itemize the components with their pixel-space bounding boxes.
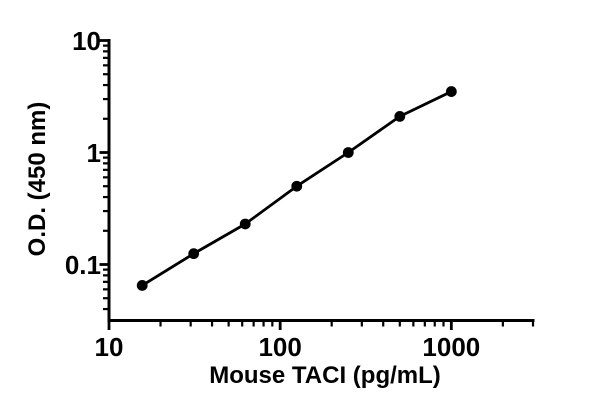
data-point [394,111,406,122]
data-point [445,86,457,97]
data-point [291,180,303,192]
y-axis-tick-label: 1 [87,138,101,168]
x-axis-title: Mouse TACI (pg/mL) [209,362,441,389]
x-axis-tick-label: 100 [258,332,301,362]
y-axis-tick-label: 0.1 [65,250,101,280]
data-point [188,248,200,260]
y-axis-tick-label: 10 [72,26,101,56]
x-axis-tick-label: 1000 [422,332,480,362]
data-point [239,218,251,230]
y-axis-title: O.D. (450 nm) [24,102,51,257]
data-point [342,147,354,158]
x-axis-tick-label: 10 [95,332,124,362]
data-point [136,280,148,291]
